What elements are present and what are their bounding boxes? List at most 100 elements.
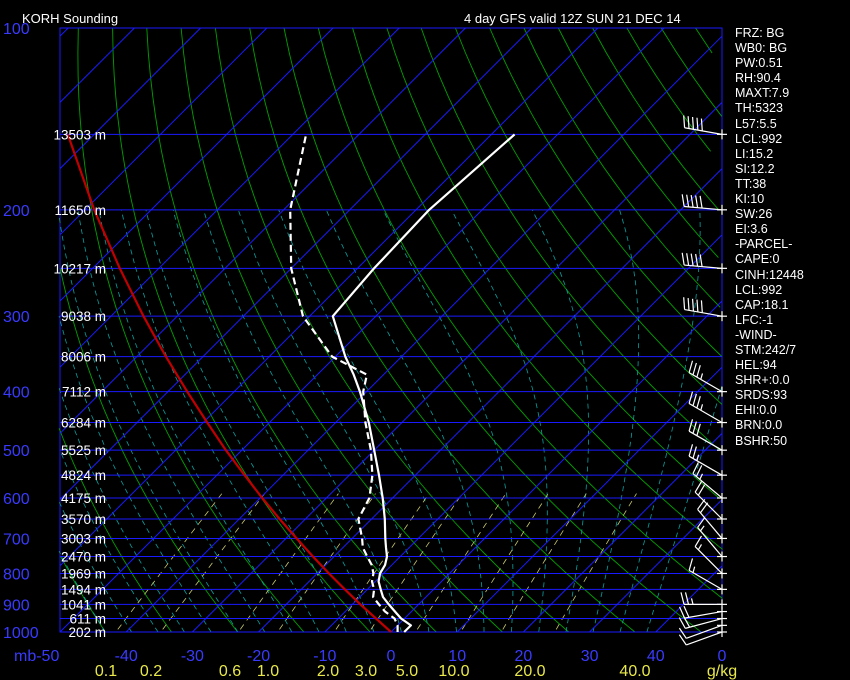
mixing-ratio-label: 0.2 (140, 663, 162, 680)
isotherm-line (125, 35, 723, 633)
mixing-ratio-label: 10.0 (438, 663, 469, 680)
barb-flag (680, 592, 685, 605)
height-label: 1494 m (61, 582, 106, 597)
barb-flag (688, 419, 694, 432)
pressure-tick-label: 200 (3, 203, 30, 220)
barb-flag (694, 481, 703, 493)
index-line: RH:90.4 (735, 71, 781, 86)
temperature-tick-label: 10 (448, 648, 466, 665)
barb-staff (688, 372, 723, 393)
barb-staff (697, 508, 723, 539)
dry-adiabat (214, 27, 569, 633)
temperature-trace (331, 133, 516, 633)
isotherm-line (390, 300, 723, 633)
barb-flag (694, 535, 703, 547)
barb-staff (694, 491, 723, 520)
dry-adiabat (59, 268, 239, 633)
height-label: 6284 m (61, 416, 106, 431)
pressure-tick-label: 400 (3, 385, 30, 402)
mixing-ratio-line (416, 493, 507, 630)
mixing-ratio-line (370, 493, 463, 630)
barb-flag (692, 446, 697, 459)
barb-half-flag (700, 404, 704, 411)
isotherm-line (456, 366, 723, 633)
barb-flag (695, 253, 699, 267)
barb-flag (699, 195, 703, 209)
mixing-ratio-label: 20.0 (514, 663, 545, 680)
barb-flag (697, 484, 706, 496)
dry-adiabat (146, 27, 437, 633)
barb-flag (678, 627, 687, 639)
moist-adiabat (172, 209, 375, 633)
moist-adiabat (58, 216, 239, 633)
index-line: CAP:18.1 (735, 297, 789, 312)
barb-staff (688, 569, 723, 590)
barb-flag (697, 517, 706, 528)
index-line: BSHR:50 (735, 433, 788, 448)
barb-flag (683, 297, 686, 310)
temperature-tick-label: 40 (647, 648, 665, 665)
barb-staff (686, 624, 723, 639)
moist-adiabat (451, 209, 548, 633)
index-line: LI:15.2 (735, 146, 774, 161)
barb-flag (695, 465, 703, 477)
mixing-ratio-label: 0.6 (219, 663, 241, 680)
height-label: 11650 m (54, 203, 106, 218)
dry-adiabat (557, 27, 719, 258)
barb-half-flag (699, 525, 705, 532)
isotherm-line (59, 27, 69, 37)
parcel-trace (66, 134, 392, 633)
mixing-ratio-line (461, 493, 549, 630)
barb-flag (692, 393, 697, 406)
barb-staff (686, 631, 723, 646)
moist-adiabat (592, 209, 640, 633)
pressure-tick-label: 900 (3, 597, 30, 614)
sounding-indices-panel: FRZ: BG WB0: BG PW:0.51 RH:90.4 MAXT:7.9 TH:5… (735, 26, 847, 449)
barb-flag (699, 502, 709, 514)
barb-flag (688, 444, 694, 457)
moist-adiabat (58, 551, 106, 633)
barb-flag (695, 195, 699, 208)
barb-flag (690, 253, 694, 266)
barb-flag (688, 391, 694, 404)
isotherm-line (59, 27, 466, 434)
isotherm-line (589, 499, 723, 633)
temperature-tick-label: 20 (515, 648, 533, 665)
height-label: 1969 m (61, 566, 106, 581)
isotherm-line (59, 27, 532, 500)
moist-adiabat (59, 450, 159, 633)
moist-adiabat (145, 209, 347, 633)
barb-flag (696, 365, 701, 378)
index-line: LCL:992 (735, 131, 783, 146)
index-line: -WIND- (735, 327, 777, 342)
barb-flag (700, 118, 703, 131)
isotherm-line (59, 27, 400, 368)
barb-flag (691, 298, 695, 312)
moist-adiabat (58, 316, 212, 633)
barb-flag (687, 116, 690, 129)
index-line: KI:10 (735, 192, 765, 207)
mixing-ratio-line (555, 493, 637, 630)
barb-half-flag (696, 454, 700, 461)
mixing-ratio-line (117, 493, 223, 630)
index-line: SW:26 (735, 207, 773, 222)
corner-label-right: 0 (718, 648, 727, 665)
dry-adiabat (489, 27, 723, 357)
barb-flag (687, 297, 690, 311)
mixing-ratio-line (239, 493, 339, 630)
mixing-ratio-label: 5.0 (396, 663, 418, 680)
mixing-ratio-line (335, 493, 430, 630)
barb-flag (692, 362, 697, 376)
index-line: TH:5323 (735, 101, 783, 116)
barb-flag (678, 634, 687, 646)
index-line: BRN:0.0 (735, 418, 783, 433)
index-line: STM:242/7 (735, 342, 797, 357)
height-label: 2470 m (61, 550, 106, 565)
height-label: 4175 m (61, 491, 106, 506)
chart-title: KORH Sounding (22, 11, 118, 26)
barb-flag (688, 558, 694, 571)
barb-flag (683, 115, 686, 128)
barb-flag (686, 194, 690, 207)
isotherm-line (59, 27, 665, 633)
